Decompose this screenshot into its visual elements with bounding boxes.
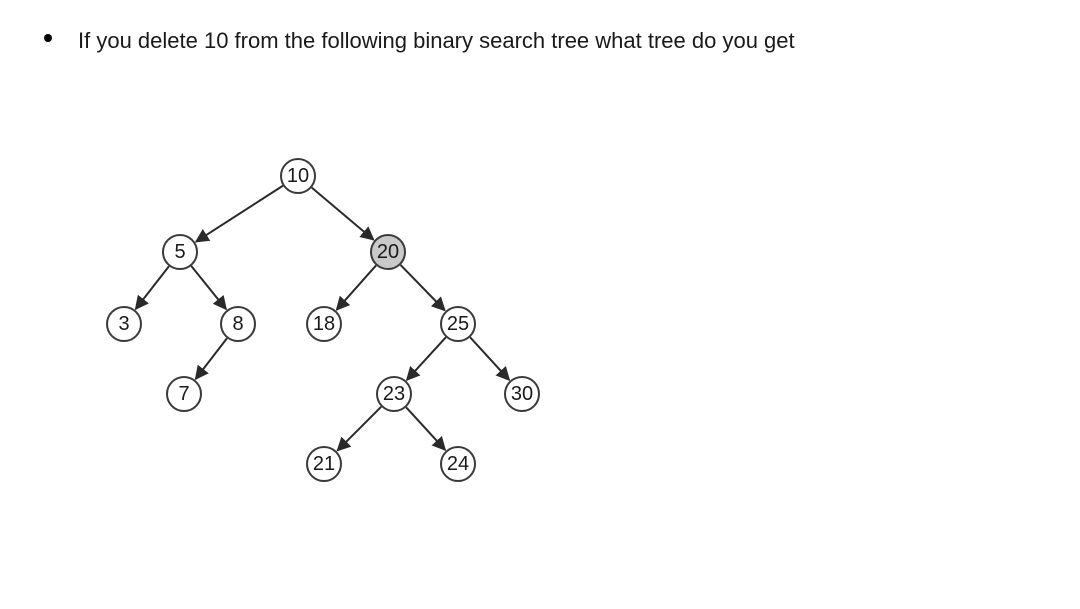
tree-edge xyxy=(401,265,445,310)
tree-node-10: 10 xyxy=(280,158,316,194)
tree-node-25: 25 xyxy=(440,306,476,342)
tree-edges xyxy=(0,0,1080,609)
question-text: If you delete 10 from the following bina… xyxy=(78,28,795,54)
tree-node-20: 20 xyxy=(370,234,406,270)
tree-edge xyxy=(196,338,227,379)
tree-node-18: 18 xyxy=(306,306,342,342)
tree-node-3: 3 xyxy=(106,306,142,342)
tree-edge xyxy=(196,186,283,242)
tree-edge xyxy=(312,188,374,240)
tree-node-23: 23 xyxy=(376,376,412,412)
tree-edge xyxy=(191,266,226,309)
tree-node-7: 7 xyxy=(166,376,202,412)
tree-edge xyxy=(136,266,169,309)
tree-node-30: 30 xyxy=(504,376,540,412)
tree-edge xyxy=(337,265,376,309)
tree-node-24: 24 xyxy=(440,446,476,482)
bullet-point xyxy=(44,34,52,42)
tree-node-21: 21 xyxy=(306,446,342,482)
tree-edge xyxy=(407,337,446,380)
tree-edge xyxy=(470,337,509,380)
tree-edge xyxy=(406,407,445,450)
tree-node-5: 5 xyxy=(162,234,198,270)
tree-edge xyxy=(337,407,381,451)
tree-node-8: 8 xyxy=(220,306,256,342)
